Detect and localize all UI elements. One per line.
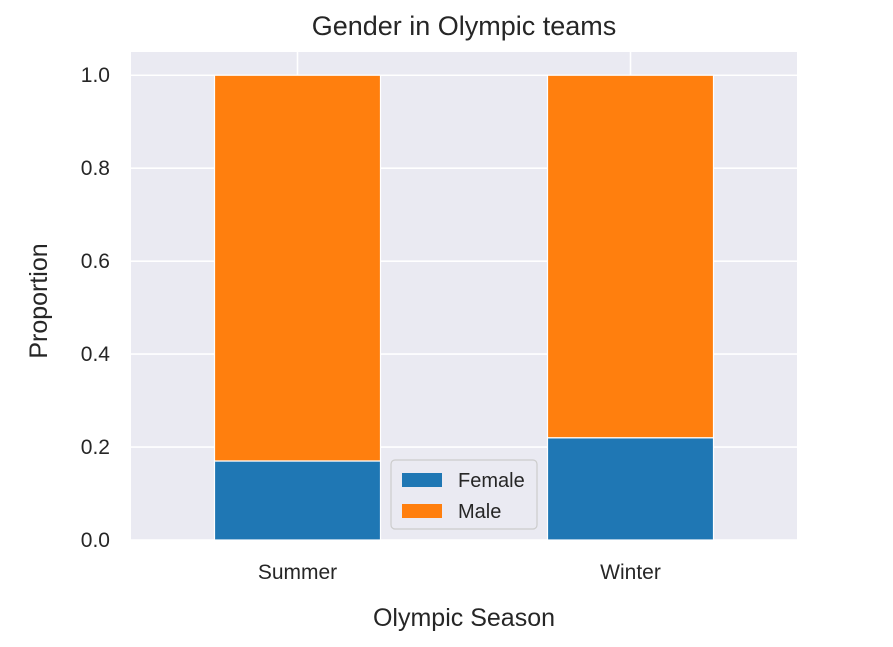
bar-summer-male — [213, 74, 382, 462]
y-axis-label: Proportion — [25, 243, 53, 358]
legend-swatch-male — [402, 504, 442, 518]
bar-summer-female — [213, 460, 382, 541]
bar-winter-female — [546, 437, 715, 541]
y-tick-label: 0.4 — [81, 343, 111, 366]
chart-title: Gender in Olympic teams — [312, 11, 617, 41]
bars — [213, 74, 715, 541]
y-tick-label: 0.0 — [81, 529, 110, 552]
x-tick-label: Summer — [258, 561, 337, 584]
bar-winter-male — [546, 74, 715, 439]
x-tick-labels: Summer Winter — [258, 561, 661, 584]
legend-swatch-female — [402, 473, 442, 487]
legend-label-female: Female — [458, 470, 525, 492]
y-tick-label: 0.2 — [81, 436, 110, 459]
y-tick-label: 0.6 — [81, 250, 110, 273]
x-tick-label: Winter — [600, 561, 661, 584]
x-axis-label: Olympic Season — [373, 604, 555, 632]
legend-items: Female Male — [402, 470, 525, 523]
y-tick-labels: 0.0 0.2 0.4 0.6 0.8 1.0 — [81, 64, 111, 552]
legend-label-male: Male — [458, 501, 501, 523]
legend: Female Male — [390, 459, 538, 530]
y-tick-label: 1.0 — [81, 64, 110, 87]
y-tick-label: 0.8 — [81, 157, 110, 180]
